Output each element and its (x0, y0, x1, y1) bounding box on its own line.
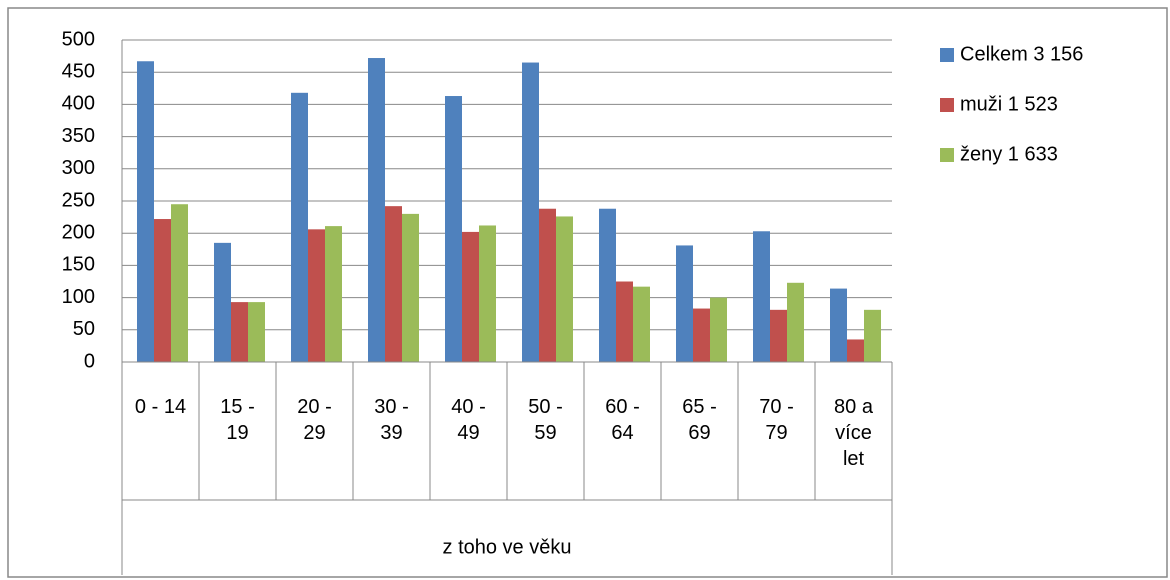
bar (864, 309, 881, 362)
bar (599, 208, 616, 362)
bar (385, 206, 402, 362)
y-tick-label: 150 (62, 254, 95, 276)
x-tick-label: 0 - 14 (134, 396, 187, 418)
x-tick-label: 40 - 49 (451, 396, 486, 444)
y-tick-label: 400 (62, 93, 95, 115)
bar (308, 229, 325, 362)
y-tick-label: 450 (62, 60, 95, 82)
legend-swatch (940, 98, 954, 112)
y-tick-label: 250 (62, 189, 95, 211)
bar (445, 96, 462, 362)
bar (248, 302, 265, 362)
legend-swatch (940, 48, 954, 62)
y-tick-label: 500 (62, 28, 95, 50)
bar (368, 58, 385, 362)
bar (231, 302, 248, 362)
y-tick-label: 100 (62, 286, 95, 308)
bar (462, 231, 479, 362)
y-tick-label: 200 (62, 221, 95, 243)
bar (753, 231, 770, 362)
legend-label: Celkem 3 156 (960, 43, 1083, 65)
x-tick-label: 60 - 64 (605, 396, 640, 444)
x-tick-label: 65 - 69 (682, 396, 717, 444)
y-tick-label: 50 (73, 318, 95, 340)
bar (616, 281, 633, 362)
bar (847, 339, 864, 362)
x-tick-label: 30 - 39 (374, 396, 409, 444)
bar (633, 286, 650, 362)
x-tick-label: 15 - 19 (220, 396, 255, 444)
bar (402, 213, 419, 362)
bar (539, 208, 556, 362)
x-tick-label: 20 - 29 (297, 396, 332, 444)
bar (710, 297, 727, 362)
legend-swatch (940, 148, 954, 162)
y-tick-label: 300 (62, 157, 95, 179)
category-group-label: z toho ve věku (443, 536, 572, 558)
bar (479, 225, 496, 362)
bar (770, 309, 787, 362)
y-tick-label: 350 (62, 125, 95, 147)
legend-label: ženy 1 633 (960, 143, 1058, 165)
bar (676, 245, 693, 362)
bar (291, 92, 308, 363)
bar (137, 61, 154, 362)
y-tick-label: 0 (84, 350, 95, 372)
bar (556, 216, 573, 362)
x-tick-label: 70 - 79 (759, 396, 794, 444)
legend-label: muži 1 523 (960, 93, 1058, 115)
bar (830, 288, 847, 362)
bar (787, 282, 804, 362)
x-tick-label: 50 - 59 (528, 396, 563, 444)
bar (154, 219, 171, 362)
bar (171, 204, 188, 362)
chart-frame (7, 7, 1168, 578)
bar (693, 308, 710, 362)
bar (214, 242, 231, 362)
bar (522, 62, 539, 362)
bar (325, 226, 342, 362)
x-tick-label: 80 a více let (834, 396, 873, 470)
